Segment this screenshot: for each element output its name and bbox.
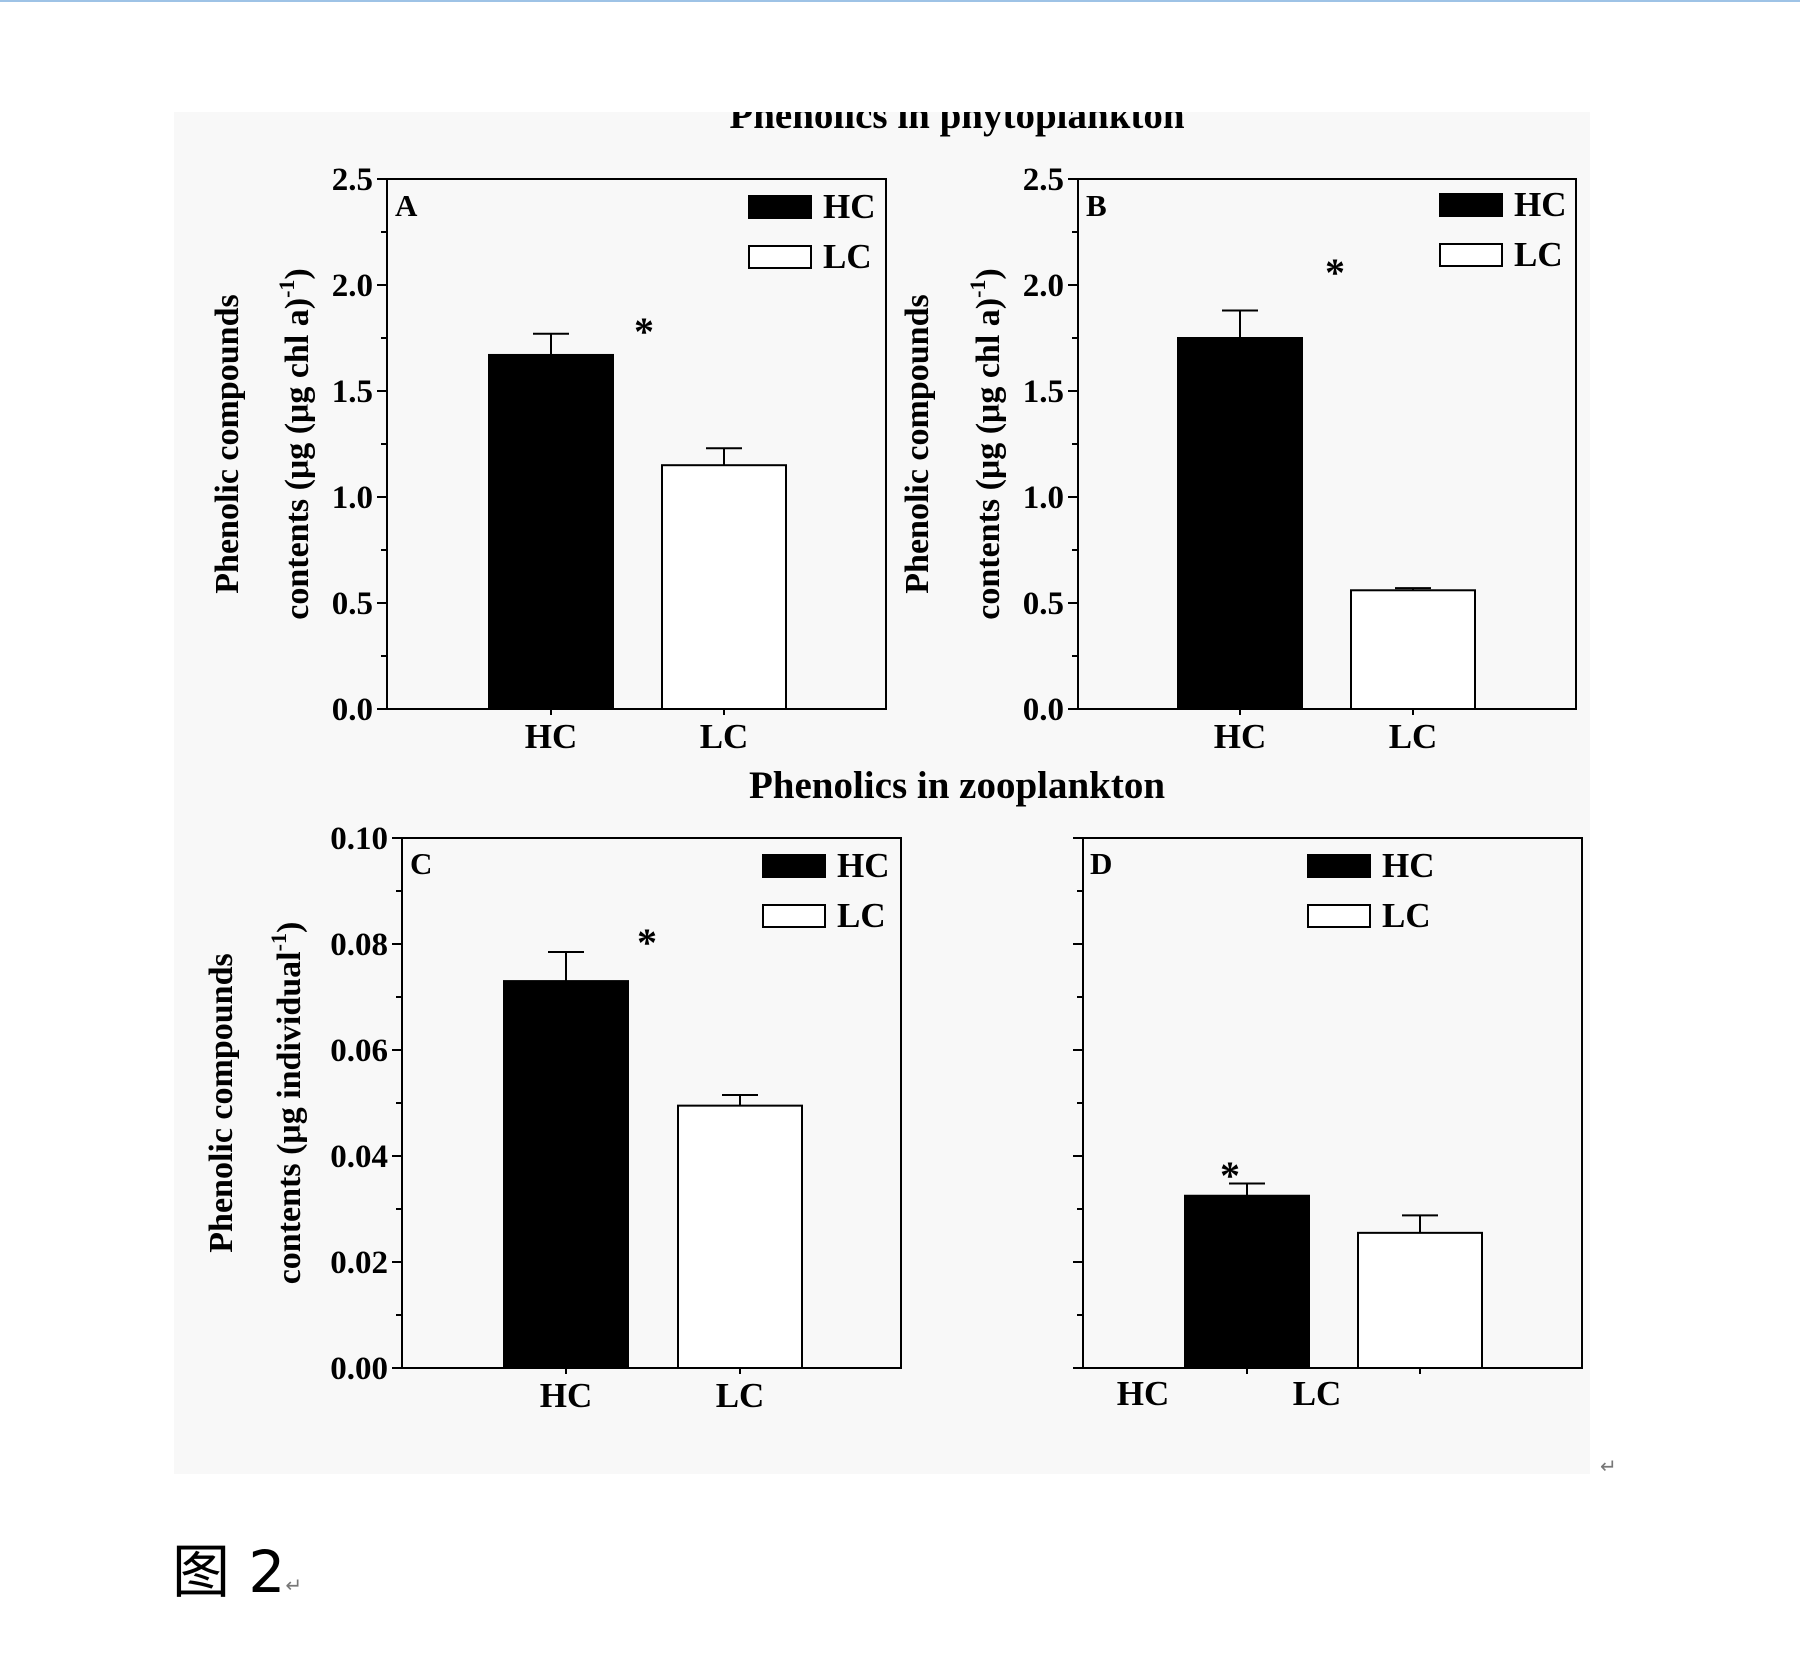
- y-tick-label: 1.5: [1023, 374, 1064, 410]
- heading-phytoplankton: Phenolics in phytoplankton: [729, 112, 1184, 137]
- y-axis-title-line2: contents (μg (μg chl a)-1): [274, 268, 316, 620]
- y-tick-label: 0.5: [1023, 586, 1064, 622]
- x-category-label: LC: [716, 1376, 765, 1415]
- plot-frame: [401, 837, 902, 1369]
- bar-hc: [488, 353, 614, 710]
- panel-label: A: [395, 188, 418, 223]
- legend-label-lc: LC: [823, 237, 872, 276]
- x-category-label: HC: [1117, 1374, 1170, 1413]
- x-category-label: LC: [1293, 1374, 1342, 1413]
- bar-hc: [503, 980, 629, 1369]
- y-tick-label: 0.02: [330, 1245, 388, 1281]
- significance-mark: *: [637, 920, 657, 965]
- panel-label: B: [1086, 188, 1107, 223]
- y-axis-title-line1: Phenolic compounds: [203, 953, 240, 1252]
- y-tick-label: 0.04: [330, 1139, 388, 1175]
- paragraph-mark: ↵: [1600, 1454, 1617, 1478]
- x-category-label: HC: [1214, 717, 1267, 756]
- chart-panel-a: 0.0 0.5 1.0 1.5 2.0 2.5 HC LC A * HC LC Phenolic com…: [209, 162, 887, 756]
- y-tick-label: 0.0: [332, 692, 373, 728]
- y-tick-label: 1.0: [332, 480, 373, 516]
- y-axis-title-line1: Phenolic compounds: [899, 294, 936, 593]
- legend-label-hc: HC: [837, 846, 890, 885]
- panel-label: D: [1090, 846, 1112, 881]
- x-category-label: HC: [525, 717, 578, 756]
- y-tick-label: 2.5: [1023, 162, 1064, 198]
- bar-hc: [1184, 1194, 1310, 1369]
- caption-mark: ↵: [285, 1573, 303, 1597]
- y-axis-title-line1: Phenolic compounds: [209, 294, 246, 593]
- significance-mark: *: [634, 309, 654, 354]
- legend-label-lc: LC: [837, 896, 886, 935]
- legend-swatch-lc: [748, 245, 812, 269]
- y-tick-label: 1.5: [332, 374, 373, 410]
- legend-swatch-hc: [748, 195, 812, 219]
- y-tick-label: 2.0: [1023, 268, 1064, 304]
- chart-panel-b: 0.0 0.5 1.0 1.5 2.0 2.5 HC LC B * HC LC Phenolic com…: [899, 162, 1577, 756]
- bar-lc: [1350, 589, 1476, 711]
- y-tick-label: 0.0: [1023, 692, 1064, 728]
- legend-label-hc: HC: [1514, 185, 1567, 224]
- chart-panel-c: 0.00 0.02 0.04 0.06 0.08 0.10 HC LC C * HC LC Phenol…: [203, 821, 902, 1415]
- figure-panel: Phenolics in phytoplankton Phenolics in …: [174, 112, 1590, 1474]
- figure-caption: 图 2↵: [172, 1525, 302, 1609]
- y-tick-label: 0.10: [330, 821, 388, 857]
- chart-panel-d: HC LC D * HC LC: [1073, 837, 1583, 1413]
- x-category-label: LC: [1389, 717, 1438, 756]
- bar-lc: [661, 464, 787, 711]
- x-category-label: HC: [540, 1376, 593, 1415]
- top-border-line: [0, 0, 1800, 2]
- caption-label: 图 2: [172, 1538, 286, 1606]
- bar-lc: [677, 1104, 803, 1370]
- legend-swatch-hc: [762, 854, 826, 878]
- figure-svg: Phenolics in phytoplankton Phenolics in …: [203, 112, 1583, 1415]
- bar-hc: [1177, 337, 1303, 710]
- legend-label-hc: HC: [823, 187, 876, 226]
- legend-label-lc: LC: [1382, 896, 1431, 935]
- legend-swatch-lc: [1439, 243, 1503, 267]
- x-category-label: LC: [700, 717, 749, 756]
- y-tick-label: 1.0: [1023, 480, 1064, 516]
- y-tick-label: 2.5: [332, 162, 373, 198]
- y-axis-title-line2: contents (μg (μg chl a)-1): [965, 268, 1007, 620]
- legend-label-lc: LC: [1514, 235, 1563, 274]
- bar-lc: [1357, 1231, 1483, 1369]
- legend-swatch-lc: [1307, 904, 1371, 928]
- significance-mark: *: [1325, 250, 1345, 295]
- y-tick-label: 0.06: [330, 1033, 388, 1069]
- legend-swatch-lc: [762, 904, 826, 928]
- y-tick-label: 0.00: [330, 1351, 388, 1387]
- y-tick-label: 0.08: [330, 927, 388, 963]
- legend-swatch-hc: [1439, 193, 1503, 217]
- y-tick-label: 0.5: [332, 586, 373, 622]
- legend-label-hc: HC: [1382, 846, 1435, 885]
- y-tick-label: 2.0: [332, 268, 373, 304]
- y-axis-title-line2: contents (μg individual-1): [266, 922, 308, 1285]
- panel-label: C: [410, 846, 432, 881]
- significance-mark: *: [1220, 1153, 1240, 1198]
- legend-swatch-hc: [1307, 854, 1371, 878]
- heading-zooplankton: Phenolics in zooplankton: [749, 764, 1165, 807]
